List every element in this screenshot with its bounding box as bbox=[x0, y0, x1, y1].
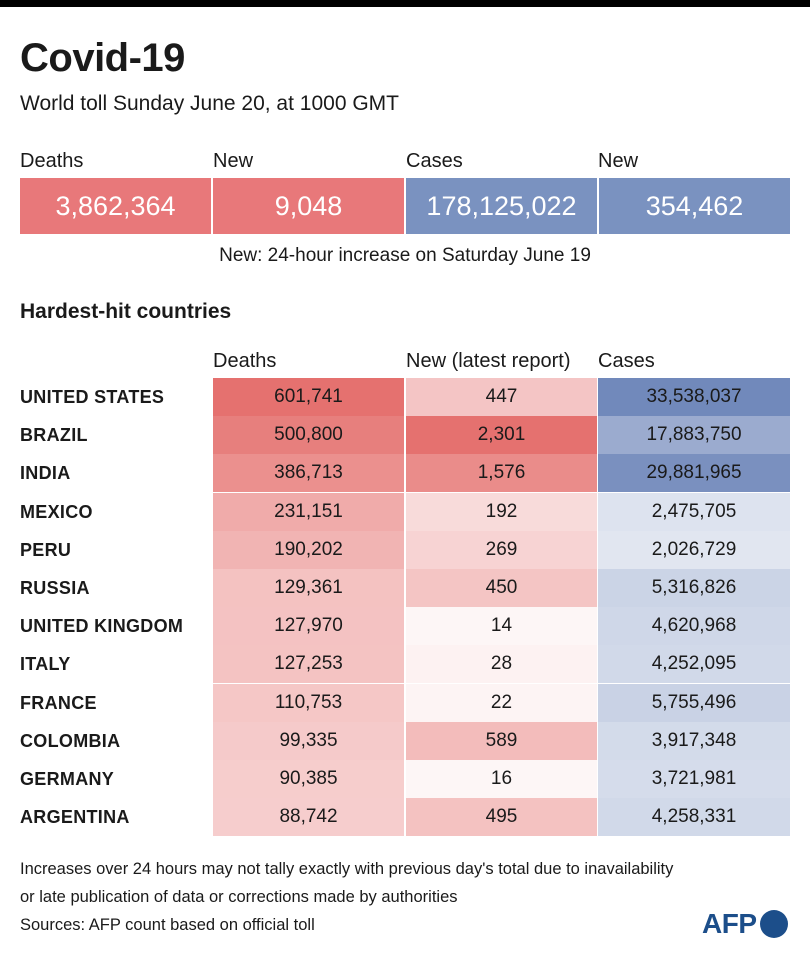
cell-deaths: 127,970 bbox=[213, 607, 404, 646]
table-row: FRANCE 110,753 22 5,755,496 bbox=[0, 683, 810, 722]
cell-cases: 3,721,981 bbox=[598, 760, 790, 798]
cell-cases: 4,252,095 bbox=[598, 645, 790, 684]
country-name: COLOMBIA bbox=[20, 730, 121, 751]
page-subtitle: World toll Sunday June 20, at 1000 GMT bbox=[20, 92, 399, 115]
table-row: INDIA 386,713 1,576 29,881,965 bbox=[0, 454, 810, 493]
afp-logo: AFP bbox=[702, 908, 788, 940]
cell-cases: 4,620,968 bbox=[598, 607, 790, 646]
cell-deaths: 127,253 bbox=[213, 645, 404, 684]
cell-cases: 2,026,729 bbox=[598, 530, 790, 569]
country-name: MEXICO bbox=[20, 501, 93, 522]
country-name: INDIA bbox=[20, 463, 71, 484]
column-header-deaths: Deaths bbox=[213, 350, 277, 372]
cell-deaths: 90,385 bbox=[213, 760, 404, 798]
cell-new: 14 bbox=[406, 607, 597, 646]
summary-cases-label: Cases bbox=[406, 150, 463, 172]
cell-new: 589 bbox=[406, 721, 597, 760]
column-header-cases: Cases bbox=[598, 350, 655, 372]
table-row: UNITED KINGDOM 127,970 14 4,620,968 bbox=[0, 607, 810, 646]
summary-cases-value: 178,125,022 bbox=[406, 178, 597, 234]
table-row: ARGENTINA 88,742 495 4,258,331 bbox=[0, 798, 810, 837]
cell-deaths: 500,800 bbox=[213, 416, 404, 455]
table-row: BRAZIL 500,800 2,301 17,883,750 bbox=[0, 416, 810, 455]
cell-cases: 5,316,826 bbox=[598, 569, 790, 607]
summary-cases-new-label: New bbox=[598, 150, 639, 172]
cell-cases: 29,881,965 bbox=[598, 454, 790, 493]
table-row: RUSSIA 129,361 450 5,316,826 bbox=[0, 569, 810, 607]
summary-deaths-value: 3,862,364 bbox=[20, 178, 211, 234]
footnote-line-2: or late publication of data or correctio… bbox=[20, 888, 458, 906]
table-row: UNITED STATES 601,741 447 33,538,037 bbox=[0, 378, 810, 416]
cell-cases: 4,258,331 bbox=[598, 798, 790, 837]
cell-cases: 17,883,750 bbox=[598, 416, 790, 455]
cell-cases: 2,475,705 bbox=[598, 492, 790, 531]
cell-new: 1,576 bbox=[406, 454, 597, 493]
table-row: PERU 190,202 269 2,026,729 bbox=[0, 530, 810, 569]
cell-cases: 3,917,348 bbox=[598, 721, 790, 760]
cell-new: 28 bbox=[406, 645, 597, 684]
footnote-line-1: Increases over 24 hours may not tally ex… bbox=[20, 860, 674, 878]
section-title: Hardest-hit countries bbox=[20, 300, 232, 323]
cell-deaths: 110,753 bbox=[213, 683, 404, 722]
country-name: PERU bbox=[20, 539, 72, 560]
country-name: ITALY bbox=[20, 654, 71, 675]
country-name: UNITED KINGDOM bbox=[20, 616, 184, 637]
cell-new: 22 bbox=[406, 683, 597, 722]
cell-cases: 33,538,037 bbox=[598, 378, 790, 416]
country-name: UNITED STATES bbox=[20, 387, 165, 407]
summary-note: New: 24-hour increase on Saturday June 1… bbox=[219, 245, 591, 266]
cell-new: 495 bbox=[406, 798, 597, 837]
page-title: Covid-19 bbox=[20, 36, 185, 80]
country-name: BRAZIL bbox=[20, 425, 88, 446]
table-row: MEXICO 231,151 192 2,475,705 bbox=[0, 492, 810, 531]
cell-deaths: 601,741 bbox=[213, 378, 404, 416]
cell-deaths: 88,742 bbox=[213, 798, 404, 837]
table-row: GERMANY 90,385 16 3,721,981 bbox=[0, 760, 810, 798]
country-name: GERMANY bbox=[20, 769, 115, 789]
cell-deaths: 190,202 bbox=[213, 530, 404, 569]
cell-new: 450 bbox=[406, 569, 597, 607]
top-bar bbox=[0, 0, 810, 7]
footnote-sources: Sources: AFP count based on official tol… bbox=[20, 916, 315, 934]
table-row: COLOMBIA 99,335 589 3,917,348 bbox=[0, 721, 810, 760]
footnotes: Increases over 24 hours may not tally ex… bbox=[20, 855, 673, 939]
cell-deaths: 386,713 bbox=[213, 454, 404, 493]
summary-deaths-label: Deaths bbox=[20, 150, 84, 172]
table-row: ITALY 127,253 28 4,252,095 bbox=[0, 645, 810, 684]
summary-cases-new-value: 354,462 bbox=[599, 178, 790, 234]
cell-deaths: 231,151 bbox=[213, 492, 404, 531]
country-name: FRANCE bbox=[20, 692, 97, 713]
country-name: ARGENTINA bbox=[20, 807, 130, 828]
cell-cases: 5,755,496 bbox=[598, 683, 790, 722]
afp-logo-dot-icon bbox=[759, 910, 788, 938]
cell-new: 269 bbox=[406, 530, 597, 569]
cell-deaths: 99,335 bbox=[213, 721, 404, 760]
cell-new: 192 bbox=[406, 492, 597, 531]
cell-new: 2,301 bbox=[406, 416, 597, 455]
column-header-new: New (latest report) bbox=[406, 350, 571, 372]
cell-new: 447 bbox=[406, 378, 597, 416]
afp-logo-text: AFP bbox=[702, 908, 757, 939]
summary-deaths-new-value: 9,048 bbox=[213, 178, 404, 234]
cell-new: 16 bbox=[406, 760, 597, 798]
country-name: RUSSIA bbox=[20, 578, 90, 598]
cell-deaths: 129,361 bbox=[213, 569, 404, 607]
summary-deaths-new-label: New bbox=[213, 150, 254, 172]
